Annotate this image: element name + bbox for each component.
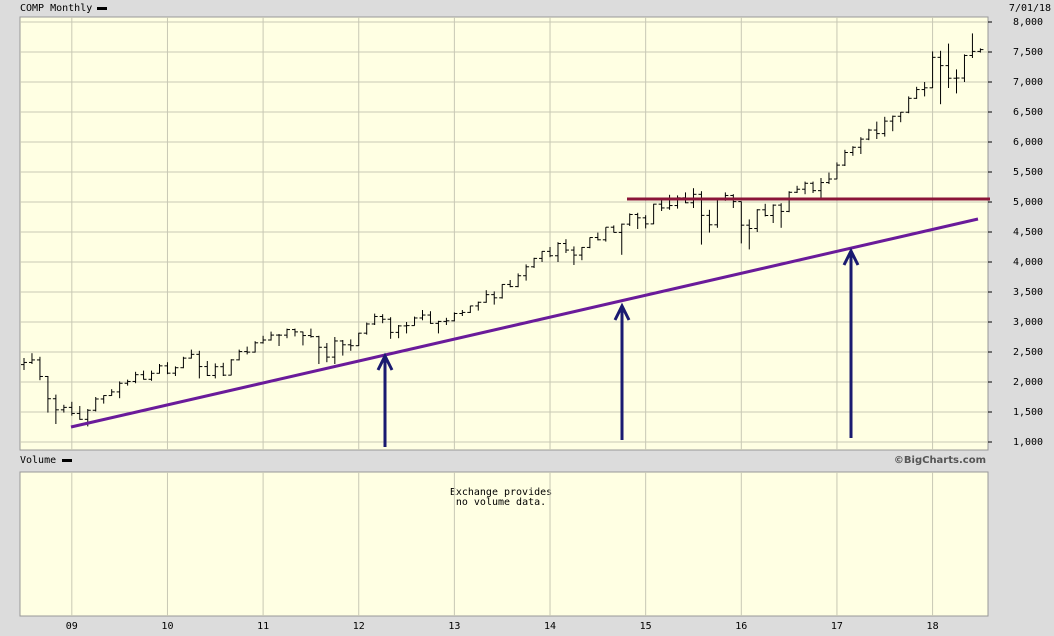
x-tick-label: 13 bbox=[448, 621, 460, 632]
chart-title: COMP Monthly bbox=[20, 3, 92, 14]
volume-note: no volume data. bbox=[456, 497, 546, 508]
y-tick-label: 4,000 bbox=[1013, 257, 1043, 268]
y-tick-label: 5,500 bbox=[1013, 167, 1043, 178]
annotations bbox=[70, 197, 990, 447]
chart-date: 7/01/18 bbox=[1009, 3, 1051, 14]
title-icon bbox=[97, 7, 107, 10]
arrows bbox=[376, 247, 860, 447]
volume-title: Volume bbox=[20, 455, 56, 466]
y-tick-label: 2,000 bbox=[1013, 377, 1043, 388]
y-tick-label: 5,000 bbox=[1013, 197, 1043, 208]
credit: ©BigCharts.com bbox=[894, 455, 986, 466]
y-tick-label: 6,000 bbox=[1013, 137, 1043, 148]
y-tick-label: 6,500 bbox=[1013, 107, 1043, 118]
y-tick-label: 4,500 bbox=[1013, 227, 1043, 238]
x-tick-label: 17 bbox=[831, 621, 843, 632]
x-tick-label: 12 bbox=[353, 621, 365, 632]
x-tick-label: 11 bbox=[257, 621, 269, 632]
y-tick-label: 7,500 bbox=[1013, 47, 1043, 58]
x-tick-label: 18 bbox=[927, 621, 939, 632]
y-tick-label: 1,500 bbox=[1013, 407, 1043, 418]
volume-note: Exchange provides bbox=[450, 487, 552, 498]
arrow-head bbox=[376, 352, 394, 371]
y-tick-label: 8,000 bbox=[1013, 17, 1043, 28]
trend-line bbox=[70, 217, 979, 429]
volume-panel bbox=[19, 471, 989, 617]
x-tick-label: 09 bbox=[66, 621, 78, 632]
volume-icon bbox=[62, 459, 72, 462]
y-tick-label: 3,000 bbox=[1013, 317, 1043, 328]
x-tick-label: 10 bbox=[161, 621, 173, 632]
arrow-head bbox=[842, 247, 860, 266]
price-panel bbox=[19, 16, 989, 451]
x-tick-label: 15 bbox=[640, 621, 652, 632]
arrow-head bbox=[613, 302, 631, 321]
x-tick-label: 14 bbox=[544, 621, 556, 632]
y-tick-label: 1,000 bbox=[1013, 437, 1043, 448]
y-tick-label: 3,500 bbox=[1013, 287, 1043, 298]
y-tick-label: 7,000 bbox=[1013, 77, 1043, 88]
y-tick-label: 2,500 bbox=[1013, 347, 1043, 358]
x-tick-label: 16 bbox=[735, 621, 747, 632]
